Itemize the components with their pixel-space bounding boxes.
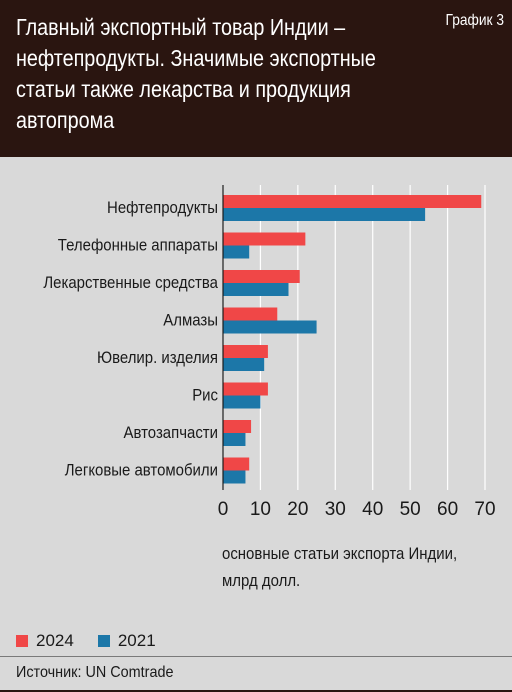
figure-badge: График 3 <box>445 12 504 29</box>
bar-2021 <box>223 395 261 409</box>
x-tick-label: 30 <box>325 499 346 520</box>
x-tick-label: 10 <box>250 499 271 520</box>
category-label: Рис <box>192 387 218 405</box>
legend-swatch-2021 <box>97 635 110 647</box>
bar-2021 <box>223 208 426 221</box>
category-label: Алмазы <box>163 312 218 330</box>
bar-2024 <box>223 420 252 433</box>
x-tick-label: 50 <box>400 499 421 520</box>
bottom-border <box>0 690 512 692</box>
category-label: Нефтепродукты <box>107 199 218 217</box>
source-note: Источник: UN Comtrade <box>16 664 174 681</box>
legend-label-2024: 2024 <box>36 631 74 650</box>
category-label: Лекарственные средства <box>43 274 218 292</box>
x-tick-label: 40 <box>362 499 383 520</box>
bar-2021 <box>223 283 289 296</box>
bar-2024 <box>223 382 268 396</box>
chart-title: Главный экспортный товар Индии – нефтепр… <box>16 14 376 133</box>
bar-2021 <box>223 433 246 446</box>
category-label: Автозапчасти <box>124 424 218 442</box>
bar-2021 <box>223 245 250 259</box>
bar-2024 <box>223 345 268 358</box>
legend-item-2024: 2024 <box>16 631 74 651</box>
category-label: Ювелир. изделия <box>97 349 218 367</box>
bar-2024 <box>223 457 250 471</box>
x-tick-label: 60 <box>437 499 458 520</box>
bar-2024 <box>223 307 278 321</box>
legend: 2024 2021 <box>16 631 180 651</box>
chart-header: Главный экспортный товар Индии – нефтепр… <box>0 0 512 157</box>
bar-2024 <box>223 232 306 246</box>
x-axis-label: основные статьи экспорта Индии, млрд дол… <box>222 544 458 590</box>
x-tick-label: 70 <box>474 499 495 520</box>
source-divider <box>0 656 512 657</box>
x-tick-label: 0 <box>218 499 229 520</box>
legend-swatch-2024 <box>16 635 28 647</box>
bar-chart: Нефтепродукты Телефонные аппараты Лекарств… <box>43 185 496 520</box>
legend-label-2021: 2021 <box>117 631 156 650</box>
bar-2021 <box>223 470 246 484</box>
category-label: Легковые автомобили <box>65 462 218 480</box>
bar-2021 <box>223 320 317 334</box>
category-label: Телефонные аппараты <box>58 237 218 255</box>
x-tick-label: 20 <box>287 499 308 520</box>
bar-2024 <box>223 270 300 283</box>
bar-2021 <box>223 358 265 371</box>
legend-item-2021: 2021 <box>97 631 156 651</box>
bar-2024 <box>223 195 482 208</box>
